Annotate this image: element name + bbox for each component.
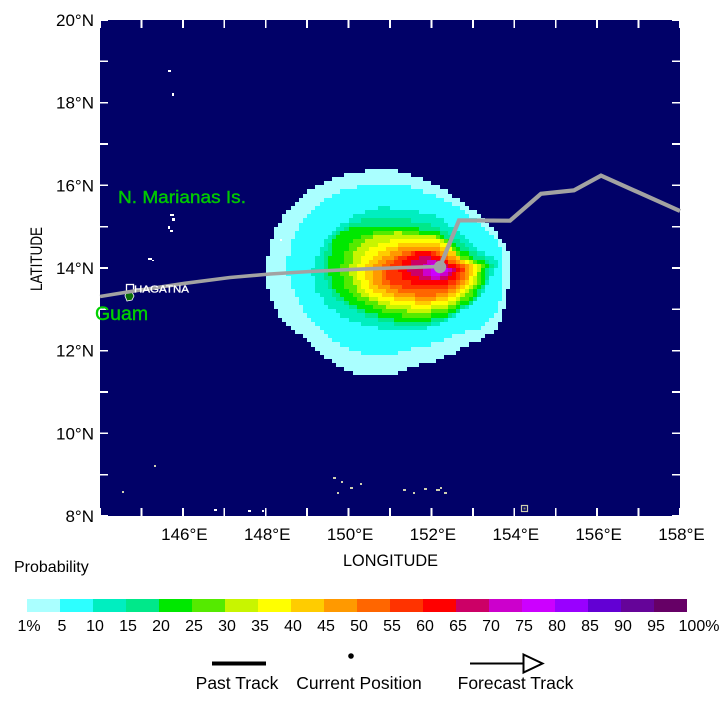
svg-text:12°N: 12°N: [56, 342, 94, 361]
svg-text:75: 75: [515, 618, 533, 635]
svg-text:20: 20: [152, 618, 170, 635]
svg-text:Probability: Probability: [14, 559, 89, 576]
svg-text:15: 15: [119, 618, 137, 635]
svg-text:35: 35: [251, 618, 269, 635]
svg-text:16°N: 16°N: [56, 176, 94, 195]
svg-text:N. Marianas Is.: N. Marianas Is.: [118, 187, 246, 207]
svg-text:HAGATNA: HAGATNA: [134, 285, 189, 296]
svg-text:148°E: 148°E: [244, 525, 291, 544]
svg-text:18°N: 18°N: [56, 94, 94, 113]
svg-text:LONGITUDE: LONGITUDE: [343, 551, 438, 570]
svg-text:85: 85: [581, 618, 599, 635]
svg-text:Guam: Guam: [95, 303, 148, 325]
svg-text:Current Position: Current Position: [296, 673, 421, 693]
svg-text:60: 60: [416, 618, 434, 635]
svg-text:146°E: 146°E: [161, 525, 208, 544]
svg-text:10: 10: [86, 618, 104, 635]
svg-text:Past Track: Past Track: [196, 673, 279, 693]
svg-text:LATITUDE: LATITUDE: [27, 227, 46, 291]
svg-text:25: 25: [185, 618, 203, 635]
svg-text:90: 90: [614, 618, 632, 635]
svg-text:40: 40: [284, 618, 302, 635]
svg-text:152°E: 152°E: [410, 525, 457, 544]
svg-text:150°E: 150°E: [327, 525, 374, 544]
svg-text:154°E: 154°E: [493, 525, 540, 544]
svg-text:55: 55: [383, 618, 401, 635]
svg-text:45: 45: [317, 618, 335, 635]
svg-text:20°N: 20°N: [56, 11, 94, 30]
svg-text:80: 80: [548, 618, 566, 635]
svg-text:158°E: 158°E: [658, 525, 705, 544]
svg-text:50: 50: [350, 618, 368, 635]
svg-text:156°E: 156°E: [575, 525, 622, 544]
svg-text:1%: 1%: [17, 618, 40, 635]
svg-text:5: 5: [58, 618, 67, 635]
svg-text:95: 95: [647, 618, 665, 635]
svg-text:Forecast Track: Forecast Track: [458, 673, 574, 693]
svg-text:65: 65: [449, 618, 467, 635]
svg-text:100%: 100%: [679, 618, 720, 635]
svg-text:10°N: 10°N: [56, 424, 94, 443]
svg-text:70: 70: [482, 618, 500, 635]
svg-text:8°N: 8°N: [65, 507, 94, 526]
svg-text:30: 30: [218, 618, 236, 635]
svg-text:14°N: 14°N: [56, 259, 94, 278]
